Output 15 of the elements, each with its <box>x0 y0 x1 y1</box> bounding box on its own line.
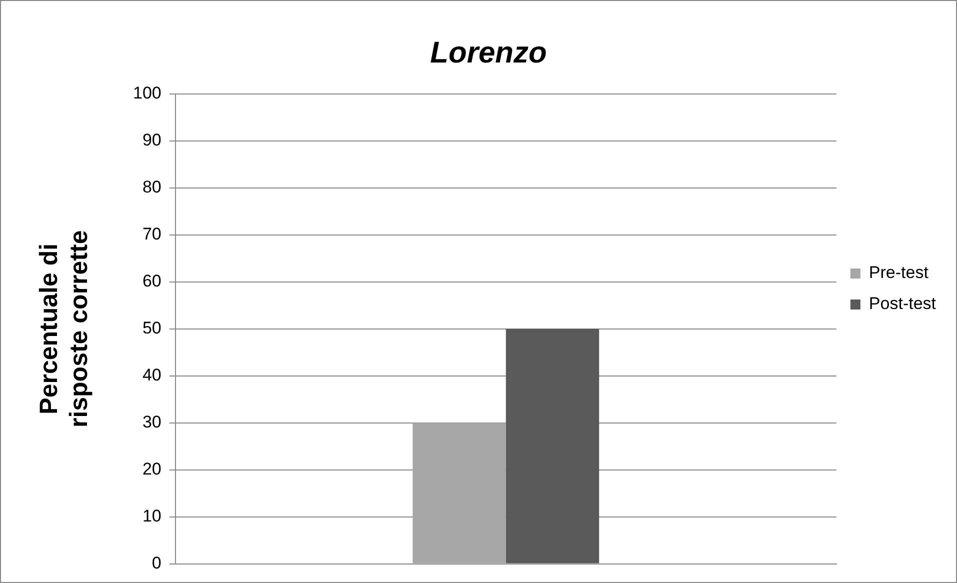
y-axis-title: Percentuale di risposte corrette <box>34 230 93 428</box>
y-tick-label: 70 <box>142 224 162 244</box>
legend-label: Post-test <box>868 294 936 314</box>
legend-label: Pre-test <box>868 263 929 282</box>
y-tick-label: 100 <box>132 84 162 103</box>
y-tick-label: 0 <box>152 553 162 572</box>
y-tick-label: 10 <box>142 506 162 526</box>
y-tick-label: 60 <box>142 272 162 291</box>
y-tick-label: 50 <box>142 318 162 338</box>
y-tick-label: 90 <box>142 130 162 150</box>
y-tick-label: 20 <box>142 460 162 479</box>
chart-title: Lorenzo <box>430 36 547 70</box>
y-tick-label: 80 <box>142 178 162 197</box>
y-tick-label: 40 <box>142 366 162 385</box>
y-tick-label: 30 <box>142 412 162 432</box>
